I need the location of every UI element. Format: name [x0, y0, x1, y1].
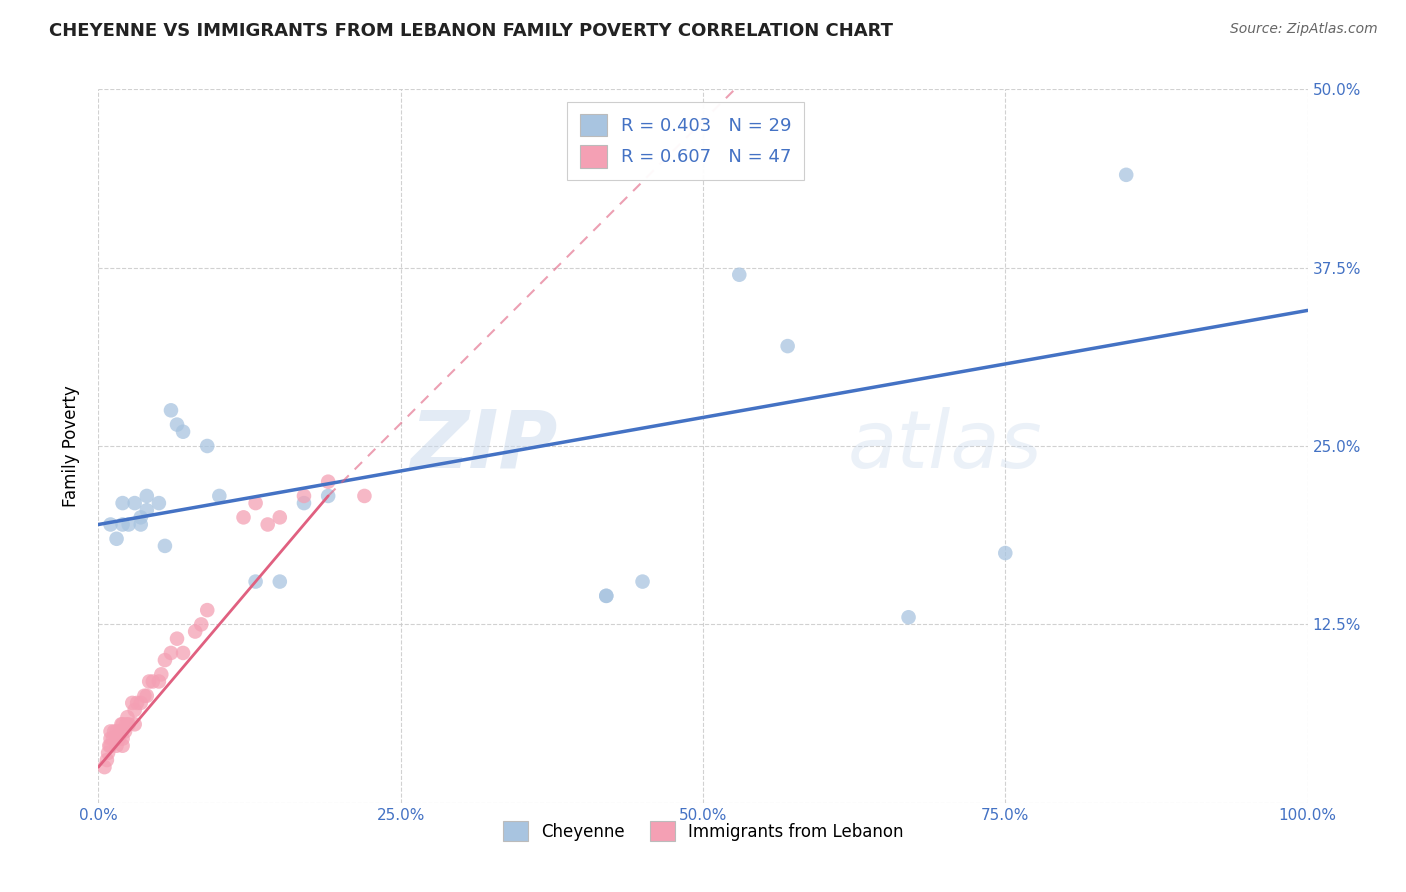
Point	[166, 632, 188, 646]
Point	[98, 739, 121, 753]
Point	[148, 496, 170, 510]
Point	[111, 517, 134, 532]
Point	[595, 589, 617, 603]
Point	[124, 703, 146, 717]
Point	[108, 724, 131, 739]
Point	[129, 517, 152, 532]
Point	[135, 689, 157, 703]
Point	[101, 731, 124, 746]
Point	[111, 731, 134, 746]
Point	[776, 339, 799, 353]
Point	[138, 674, 160, 689]
Point	[111, 496, 134, 510]
Point	[631, 574, 654, 589]
Point	[190, 617, 212, 632]
Point	[105, 731, 128, 746]
Point	[166, 417, 188, 432]
Point	[124, 496, 146, 510]
Point	[134, 689, 156, 703]
Point	[97, 746, 120, 760]
Point	[148, 674, 170, 689]
Point	[195, 439, 218, 453]
Text: ZIP: ZIP	[411, 407, 558, 485]
Point	[117, 710, 139, 724]
Point	[316, 489, 339, 503]
Point	[292, 489, 315, 503]
Point	[153, 539, 176, 553]
Point	[256, 517, 278, 532]
Point	[142, 674, 165, 689]
Point	[1115, 168, 1137, 182]
Point	[353, 489, 375, 503]
Point	[127, 696, 149, 710]
Point	[110, 717, 132, 731]
Point	[135, 489, 157, 503]
Point	[105, 739, 128, 753]
Point	[118, 517, 141, 532]
Point	[208, 489, 231, 503]
Point	[129, 510, 152, 524]
Point	[100, 731, 122, 746]
Point	[111, 717, 134, 731]
Point	[245, 574, 267, 589]
Point	[108, 731, 131, 746]
Point	[195, 603, 218, 617]
Point	[292, 496, 315, 510]
Point	[100, 517, 122, 532]
Point	[118, 717, 141, 731]
Point	[103, 724, 125, 739]
Text: CHEYENNE VS IMMIGRANTS FROM LEBANON FAMILY POVERTY CORRELATION CHART: CHEYENNE VS IMMIGRANTS FROM LEBANON FAMI…	[49, 22, 893, 40]
Text: atlas: atlas	[848, 407, 1043, 485]
Point	[114, 724, 136, 739]
Point	[100, 724, 122, 739]
Point	[160, 646, 183, 660]
Legend: Cheyenne, Immigrants from Lebanon: Cheyenne, Immigrants from Lebanon	[496, 814, 910, 848]
Point	[245, 496, 267, 510]
Point	[160, 403, 183, 417]
Point	[129, 696, 152, 710]
Point	[184, 624, 207, 639]
Point	[111, 739, 134, 753]
Point	[135, 503, 157, 517]
Point	[100, 739, 122, 753]
Point	[172, 425, 194, 439]
Point	[172, 646, 194, 660]
Point	[115, 717, 138, 731]
Point	[728, 268, 751, 282]
Point	[153, 653, 176, 667]
Point	[595, 589, 617, 603]
Point	[269, 510, 291, 524]
Point	[93, 760, 115, 774]
Point	[105, 724, 128, 739]
Point	[121, 696, 143, 710]
Point	[96, 753, 118, 767]
Point	[897, 610, 920, 624]
Point	[316, 475, 339, 489]
Point	[994, 546, 1017, 560]
Point	[124, 717, 146, 731]
Y-axis label: Family Poverty: Family Poverty	[62, 385, 80, 507]
Point	[269, 574, 291, 589]
Point	[150, 667, 173, 681]
Point	[232, 510, 254, 524]
Text: Source: ZipAtlas.com: Source: ZipAtlas.com	[1230, 22, 1378, 37]
Point	[105, 532, 128, 546]
